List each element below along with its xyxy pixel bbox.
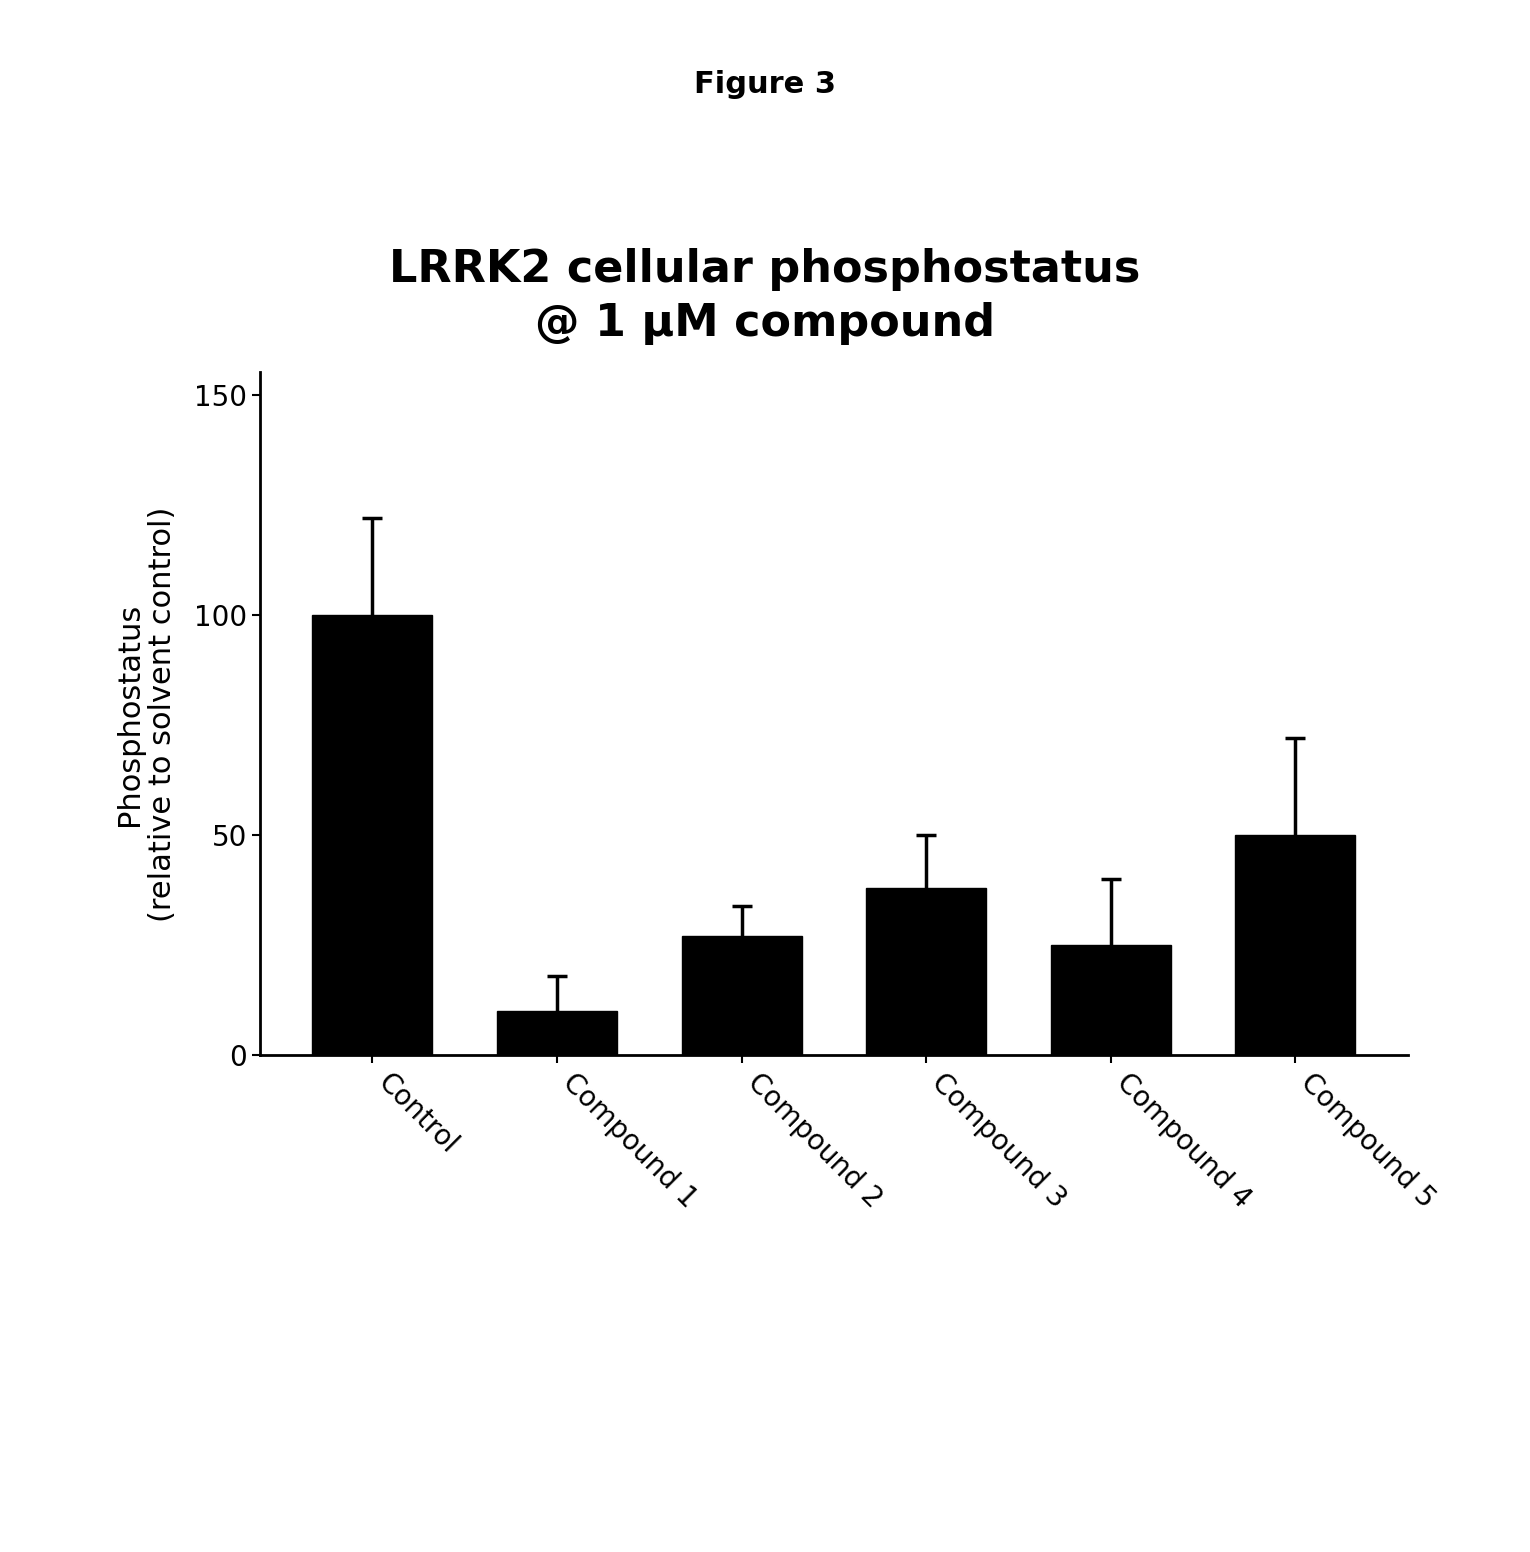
Bar <box>1051 945 1170 1055</box>
Bar <box>1235 835 1356 1055</box>
Y-axis label: Phosphostatus
(relative to solvent control): Phosphostatus (relative to solvent contr… <box>115 506 177 922</box>
Text: Figure 3: Figure 3 <box>695 70 835 99</box>
Text: LRRK2 cellular phosphostatus
@ 1 μM compound: LRRK2 cellular phosphostatus @ 1 μM comp… <box>389 248 1141 345</box>
Bar <box>312 615 433 1055</box>
Bar <box>866 888 987 1055</box>
Bar <box>681 936 802 1055</box>
Bar <box>497 1012 617 1055</box>
